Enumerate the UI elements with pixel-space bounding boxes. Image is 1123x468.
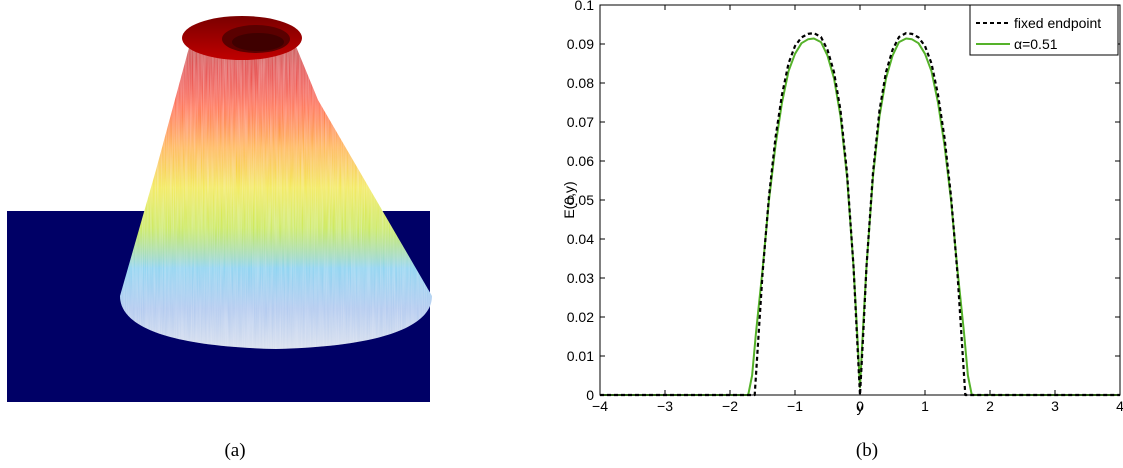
- x-tick-label: 2: [986, 398, 994, 414]
- series-layer: [600, 31, 1120, 397]
- y-tick-label: 0: [586, 387, 594, 403]
- y-tick-label: 0.09: [567, 36, 594, 52]
- x-axis-label: y: [857, 399, 864, 415]
- x-tick-label: −1: [787, 398, 803, 414]
- x-tick-label: 4: [1116, 398, 1123, 414]
- x-tick-label: 1: [921, 398, 929, 414]
- plot-area: [600, 5, 1120, 395]
- y-axis-ticks: 0 0.01 0.02 0.03 0.04 0.05 0.06 0.07 0.08 0.09 0.1: [567, 0, 1120, 403]
- y-tick-label: 0.1: [575, 0, 595, 13]
- y-tick-label: 0.01: [567, 348, 594, 364]
- y-tick-label: 0.08: [567, 75, 594, 91]
- frustum-surface: [120, 25, 432, 349]
- y-tick-label: 0.02: [567, 309, 594, 325]
- y-tick-label: 0.05: [567, 192, 594, 208]
- x-axis-ticks: −4 −3 −2 −1 0 1 2 3 4: [592, 5, 1123, 414]
- x-tick-label: −2: [722, 398, 738, 414]
- y-tick-label: 0.06: [567, 153, 594, 169]
- x-tick-label: −3: [657, 398, 673, 414]
- caption-a: (a): [224, 440, 246, 461]
- legend-label-alpha: α=0.51: [1014, 36, 1058, 52]
- caption-b: (b): [855, 440, 879, 461]
- legend: fixed endpoint α=0.51: [969, 4, 1119, 56]
- x-tick-label: −4: [592, 398, 608, 414]
- x-tick-label: 3: [1051, 398, 1059, 414]
- y-axis-label: E(0,y): [561, 181, 577, 218]
- y-tick-label: 0.07: [567, 114, 594, 130]
- line-chart-panel: −4 −3 −2 −1 0 1 2 3 4 00.010.020.030.040.050.060…: [561, 0, 1123, 415]
- surface-plot-panel: [7, 0, 432, 402]
- series-line-alpha: [600, 37, 1120, 396]
- legend-box: [969, 4, 1119, 56]
- y-tick-label: 0.03: [567, 270, 594, 286]
- frustum-inner-hole-depth: [232, 33, 284, 51]
- x-tick-label: 0: [856, 398, 864, 414]
- y-tick-label: 0.04: [567, 231, 594, 247]
- legend-label-fixed-endpoint: fixed endpoint: [1014, 15, 1101, 31]
